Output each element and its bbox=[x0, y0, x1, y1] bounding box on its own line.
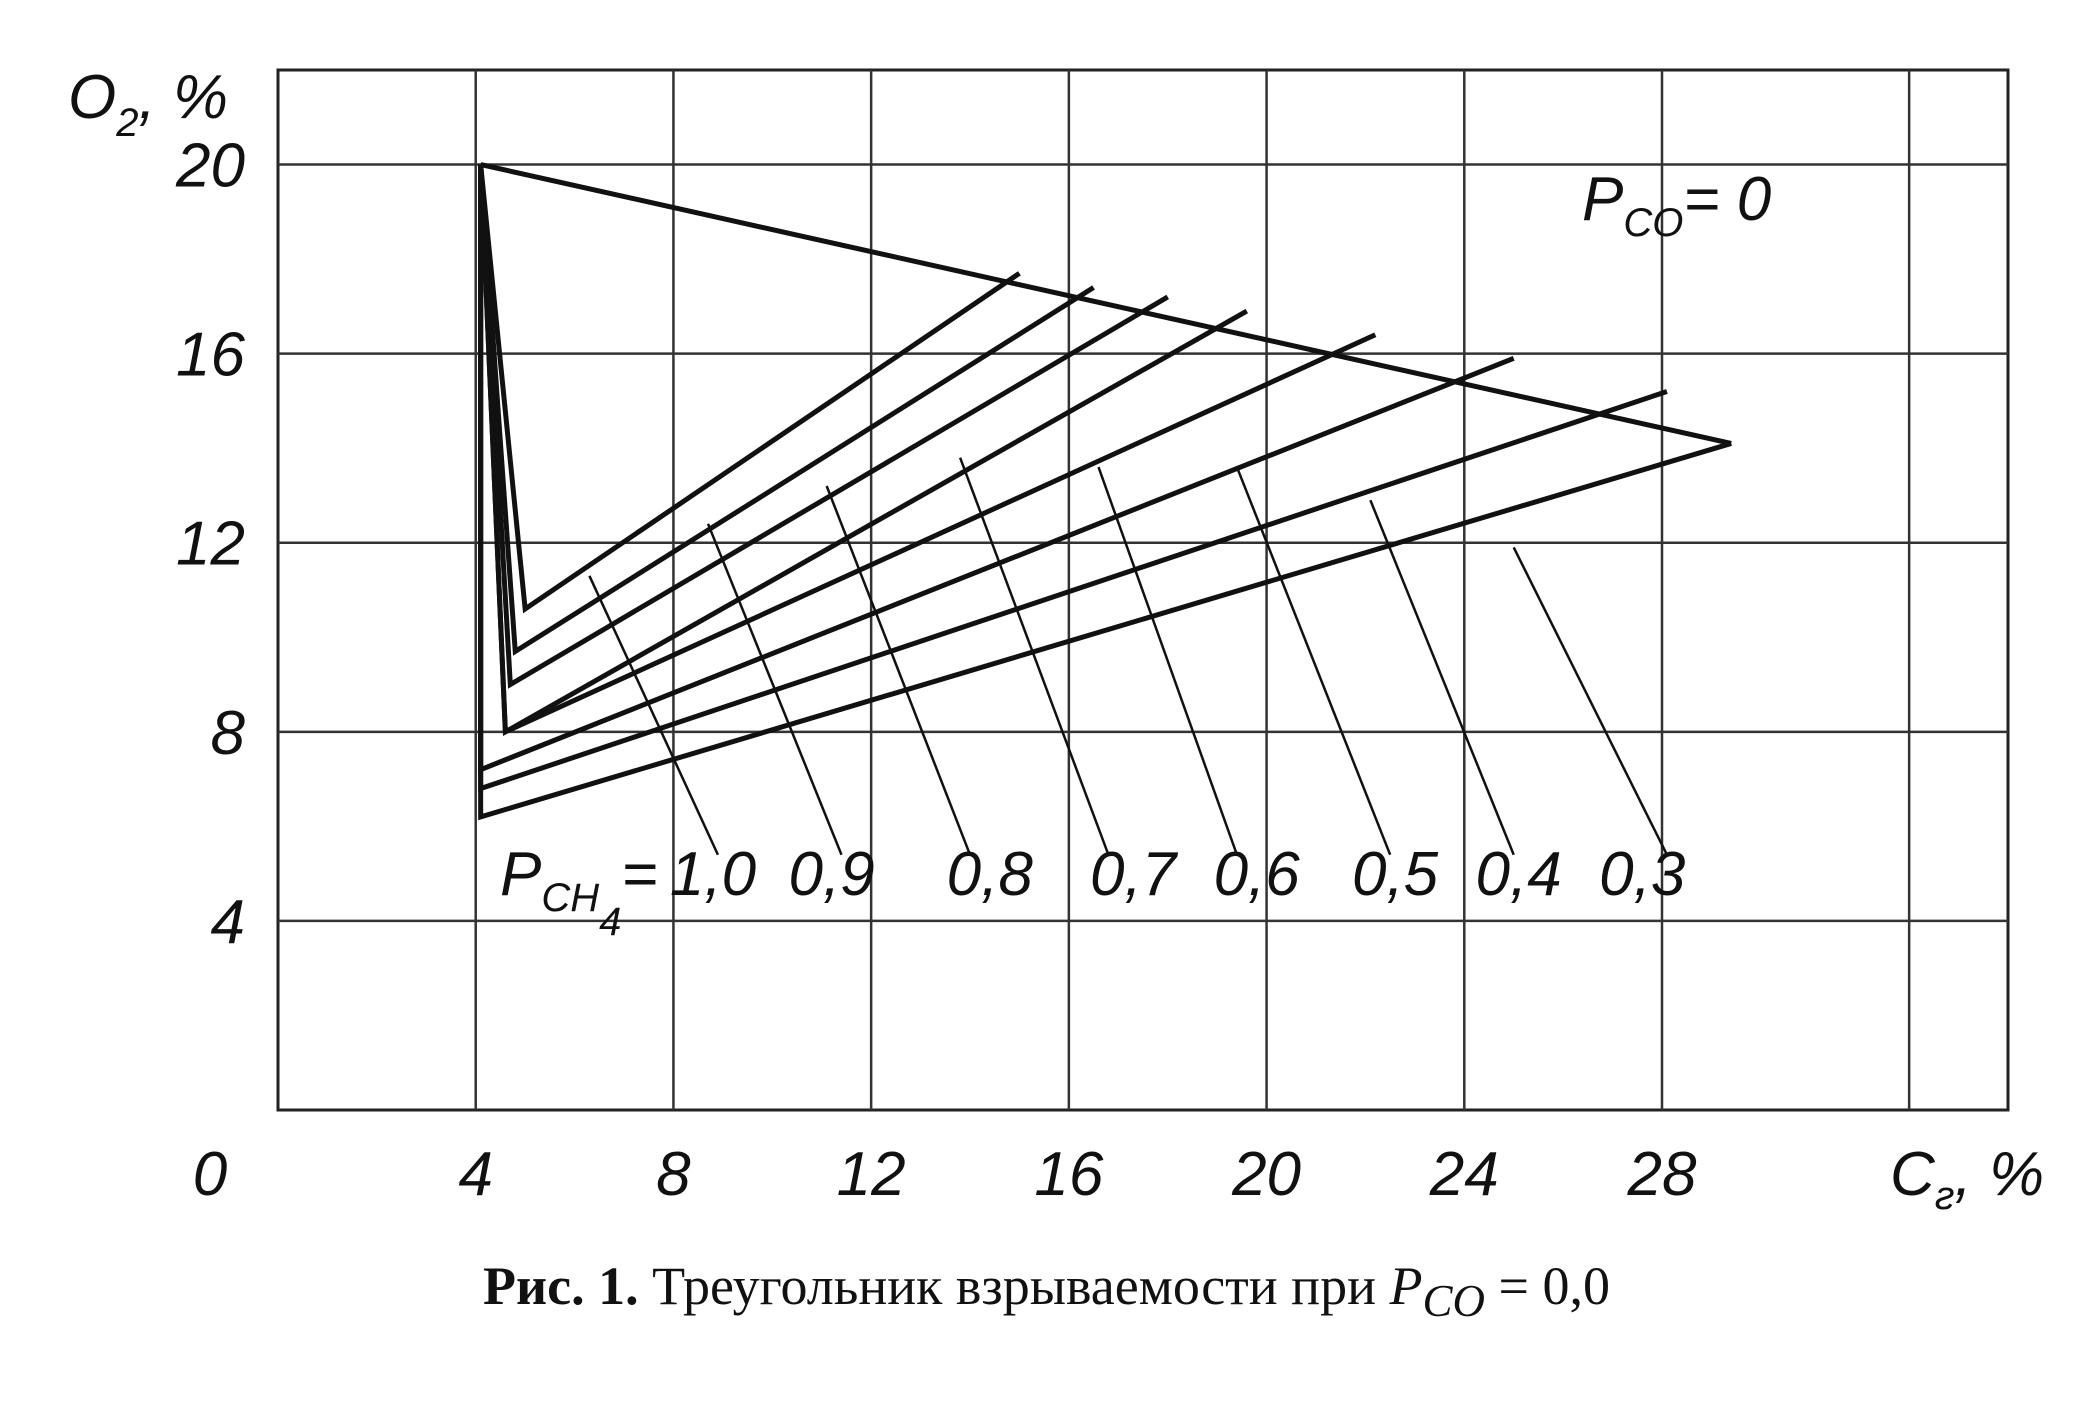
series-line-1-0 bbox=[478, 164, 1021, 614]
leader-line-0-4 bbox=[1369, 499, 1515, 856]
x-tick-label: 28 bbox=[1627, 1140, 1697, 1209]
caption-text: Треугольник взрываемости при bbox=[638, 1256, 1390, 1316]
p-co-label: PCO= 0 bbox=[1582, 165, 1771, 245]
leader-line-1-0 bbox=[588, 575, 720, 856]
x-tick-label: 8 bbox=[656, 1140, 691, 1209]
series-line-0-6 bbox=[478, 164, 1377, 736]
origin-label: 0 bbox=[193, 1140, 227, 1209]
leader-lines bbox=[588, 457, 1669, 856]
explosivity-triangle-chart: 4 8 12 16 20 24 28 4 8 12 16 20 O2, % Cг, % 0 PCO= … bbox=[68, 63, 2044, 1218]
series-label: 1,0 bbox=[670, 840, 756, 909]
series-label: 0,8 bbox=[947, 840, 1034, 909]
x-tick-label: 24 bbox=[1429, 1140, 1499, 1209]
series-labels: 1,0 0,9 0,8 0,7 0,6 0,5 0,4 0,3 bbox=[670, 840, 1685, 909]
leader-line-0-6 bbox=[1097, 466, 1239, 856]
caption-figure-number: Рис. 1. bbox=[483, 1256, 639, 1316]
y-tick-label: 4 bbox=[211, 888, 245, 957]
leader-line-0-9 bbox=[706, 523, 843, 856]
leader-line-0-3 bbox=[1512, 546, 1669, 856]
x-tick-label: 4 bbox=[458, 1140, 492, 1209]
x-tick-label: 12 bbox=[837, 1140, 906, 1209]
p-ch4-label: PCH4= bbox=[500, 840, 658, 944]
y-tick-label: 12 bbox=[176, 510, 245, 579]
series-lines bbox=[478, 164, 1732, 821]
series-line-0-3 bbox=[478, 164, 1732, 821]
leader-line-0-7 bbox=[958, 457, 1110, 856]
series-label: 0,3 bbox=[1599, 840, 1685, 909]
x-tick-label: 20 bbox=[1231, 1140, 1301, 1209]
x-tick-label: 16 bbox=[1034, 1140, 1103, 1209]
leader-line-0-5 bbox=[1235, 466, 1392, 856]
upper-boundary-line bbox=[480, 162, 1732, 446]
x-axis-label: Cг, % bbox=[1890, 1140, 2044, 1218]
y-tick-label: 20 bbox=[175, 132, 245, 201]
series-label: 0,9 bbox=[788, 840, 874, 909]
grid bbox=[276, 68, 2010, 1112]
tick-labels: 4 8 12 16 20 24 28 4 8 12 16 20 bbox=[175, 132, 1697, 1209]
leader-line-0-8 bbox=[825, 485, 972, 856]
series-line-0-4 bbox=[478, 164, 1668, 793]
caption-variable: PCO bbox=[1389, 1256, 1485, 1326]
series-label: 0,7 bbox=[1090, 840, 1179, 909]
y-axis-label: O2, % bbox=[68, 63, 228, 145]
y-tick-label: 16 bbox=[176, 321, 245, 390]
plot-frame bbox=[276, 68, 2010, 1112]
upper-boundary bbox=[480, 162, 1732, 446]
series-label: 0,4 bbox=[1476, 840, 1562, 909]
figure-caption: Рис. 1. Треугольник взрываемости при PCO… bbox=[0, 1255, 2093, 1327]
series-label: 0,5 bbox=[1352, 840, 1439, 909]
series-label: 0,6 bbox=[1214, 840, 1301, 909]
y-tick-label: 8 bbox=[211, 699, 246, 768]
caption-value: = 0,0 bbox=[1484, 1256, 1610, 1316]
